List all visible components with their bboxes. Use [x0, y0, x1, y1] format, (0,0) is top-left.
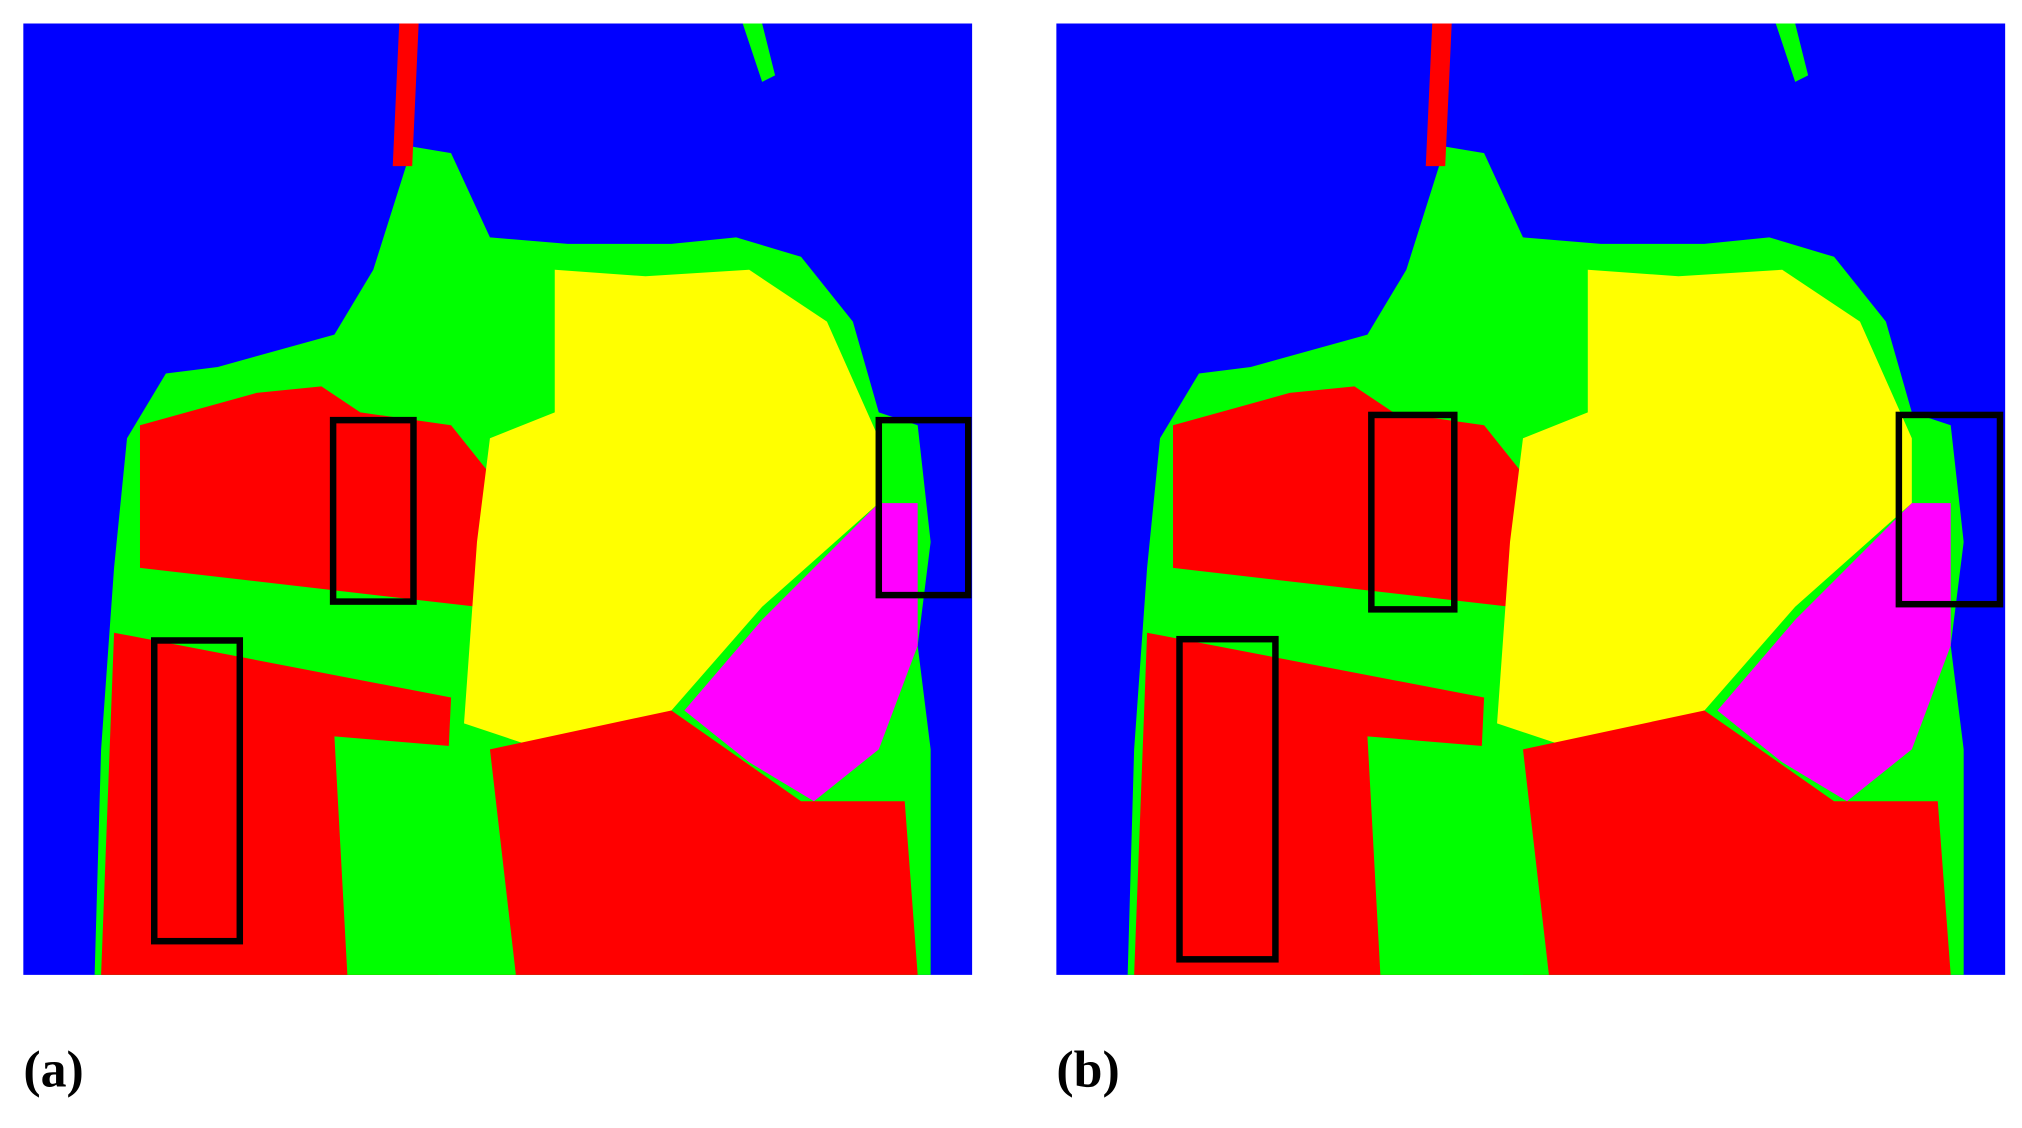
panel-label: (b): [1056, 1041, 1119, 1098]
map-panel-a: [23, 23, 973, 975]
map-panel-b: [1056, 23, 2006, 975]
panel-label: (a): [23, 1041, 83, 1098]
